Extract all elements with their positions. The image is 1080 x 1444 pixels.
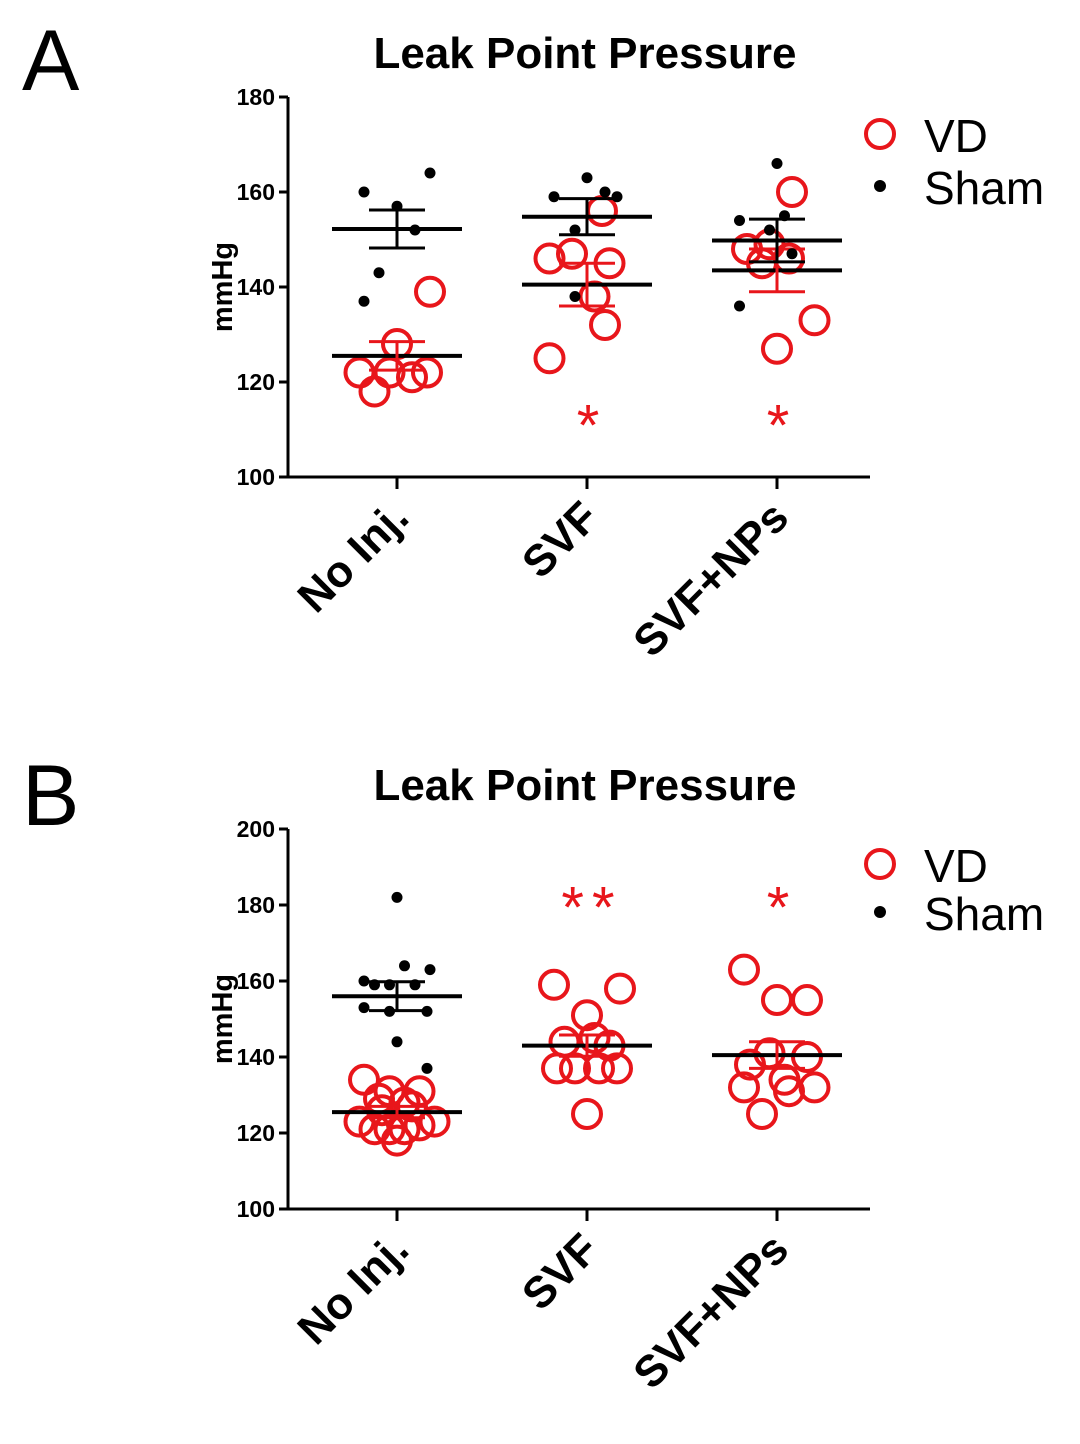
sham-point	[421, 1062, 433, 1074]
vd-point	[589, 309, 621, 341]
legend-vd-marker	[864, 848, 896, 880]
y-axis-label: mmHg	[207, 974, 239, 1064]
x-tick-label: SVF	[513, 492, 608, 587]
sham-point	[569, 224, 581, 236]
vd-point	[381, 1124, 413, 1157]
panel-b: B Leak Point Pressure 100 120 140 160 180 200 mm…	[22, 748, 1044, 1398]
y-tick-label: 160	[237, 968, 275, 994]
x-tick-label: SVF+NPs	[624, 492, 798, 666]
y-tick-label: 200	[237, 816, 275, 842]
vd-point	[358, 375, 391, 408]
y-tick-label: 120	[237, 369, 275, 395]
x-tick-label: No Inj.	[288, 492, 418, 622]
x-tick-label: SVF+NPs	[624, 1224, 798, 1398]
vd-point	[548, 1025, 581, 1058]
y-axis-label: mmHg	[207, 242, 239, 332]
legend-vd-label: VD	[924, 110, 988, 162]
significance-marker: *	[767, 393, 798, 458]
significance-marker: *	[577, 393, 608, 458]
panel-a: A Leak Point Pressure 100 120 140 160 180 mmHg N…	[22, 13, 1044, 666]
y-tick-label: 180	[237, 84, 275, 110]
chart-title: Leak Point Pressure	[373, 29, 796, 78]
significance-marker: **	[561, 875, 622, 940]
legend-sham-label: Sham	[924, 162, 1044, 214]
sham-point	[786, 248, 798, 260]
legend-vd-label: VD	[924, 840, 988, 892]
x-tick-label: No Inj.	[288, 1224, 418, 1354]
vd-point	[538, 968, 570, 1001]
sham-point	[399, 960, 410, 972]
vd-point	[728, 953, 760, 986]
legend-vd-marker	[864, 118, 896, 150]
vd-point	[798, 304, 831, 337]
sham-point	[373, 267, 385, 279]
chart-title: Leak Point Pressure	[373, 761, 796, 810]
vd-point	[768, 1063, 801, 1096]
vd-point	[601, 1052, 633, 1085]
vd-point	[533, 242, 566, 275]
vd-point	[414, 275, 446, 308]
vd-point	[776, 176, 808, 208]
vd-point	[571, 1098, 603, 1130]
legend-sham-marker	[874, 180, 886, 192]
y-tick-label: 140	[237, 1044, 275, 1070]
vd-point	[343, 356, 376, 389]
legend-sham-marker	[874, 906, 886, 918]
sham-point	[358, 975, 370, 987]
y-tick-label: 180	[237, 892, 275, 918]
sham-point	[358, 186, 370, 198]
vd-point	[604, 972, 636, 1005]
vd-point	[761, 984, 793, 1016]
sham-point	[548, 191, 560, 203]
x-tick-label: SVF	[513, 1224, 608, 1319]
y-tick-label: 140	[237, 274, 275, 300]
y-tick-label: 100	[237, 1196, 275, 1222]
vd-point	[541, 1052, 573, 1085]
vd-point	[728, 1071, 760, 1104]
vd-point	[791, 984, 823, 1016]
sham-point	[424, 964, 436, 976]
sham-point	[581, 172, 593, 184]
sham-point	[611, 191, 623, 203]
vd-point	[533, 342, 566, 375]
vd-point	[761, 332, 793, 365]
sham-point	[358, 1002, 370, 1014]
sham-point	[391, 891, 403, 903]
sham-point	[764, 224, 775, 236]
vd-point	[586, 195, 618, 227]
sham-point	[771, 158, 783, 169]
sham-point	[358, 295, 370, 307]
sham-point	[391, 1036, 403, 1048]
y-tick-label: 100	[237, 464, 275, 490]
sham-point	[421, 1005, 433, 1017]
vd-point	[373, 356, 406, 389]
vd-point	[559, 1052, 591, 1085]
panel-letter: B	[22, 748, 79, 844]
panel-letter: A	[22, 13, 80, 109]
vd-point	[396, 361, 428, 394]
vd-point	[571, 999, 603, 1032]
y-tick-label: 120	[237, 1120, 275, 1146]
vd-point	[578, 1022, 611, 1054]
legend-sham-label: Sham	[924, 888, 1044, 940]
vd-point	[746, 1098, 778, 1130]
sham-point	[569, 291, 581, 302]
sham-point	[734, 215, 745, 226]
sham-point	[424, 167, 436, 179]
vd-point	[798, 1071, 831, 1104]
vd-point	[411, 356, 443, 389]
y-tick-label: 160	[237, 179, 275, 205]
vd-point	[556, 237, 588, 270]
sham-point	[599, 186, 611, 198]
significance-marker: *	[767, 875, 798, 940]
vd-point	[583, 1052, 615, 1085]
sham-point	[734, 300, 745, 312]
vd-point	[418, 1105, 451, 1138]
